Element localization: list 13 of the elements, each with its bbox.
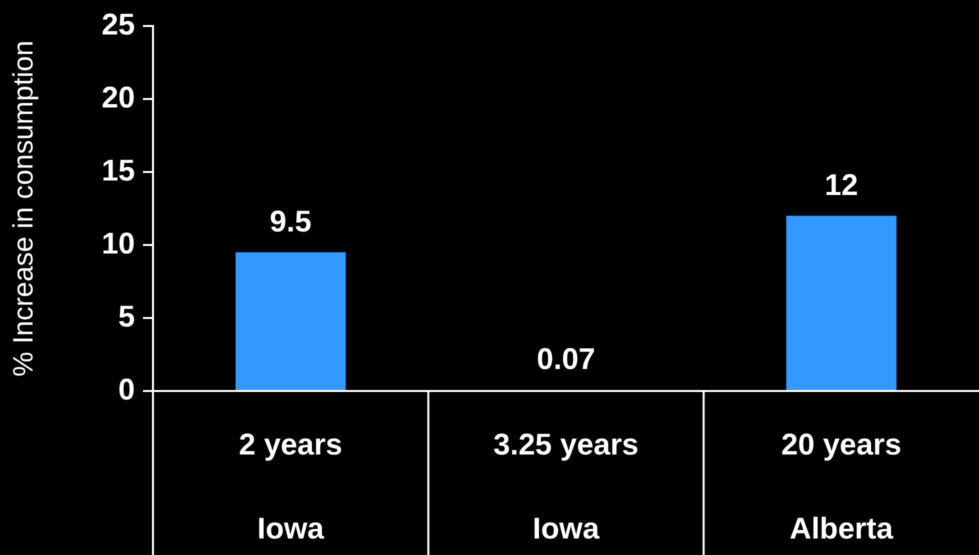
y-tick-label: 20 (102, 81, 135, 114)
category-label: 2 years Iowa (238, 428, 342, 546)
category-label: 20 years Alberta (781, 428, 902, 546)
y-tick-label: 0 (118, 373, 135, 406)
y-axis-title: % Increase in consumption (8, 40, 39, 377)
data-label: 9.5 (270, 206, 312, 239)
y-tick-label: 5 (118, 300, 135, 334)
data-label: 0.07 (536, 343, 596, 376)
y-tick-label: 10 (102, 227, 135, 260)
y-tick-label: 15 (102, 154, 135, 188)
category-label: 3.25 years Iowa (493, 428, 639, 546)
y-tick-label: 25 (102, 8, 135, 42)
data-label: 12 (824, 169, 858, 202)
